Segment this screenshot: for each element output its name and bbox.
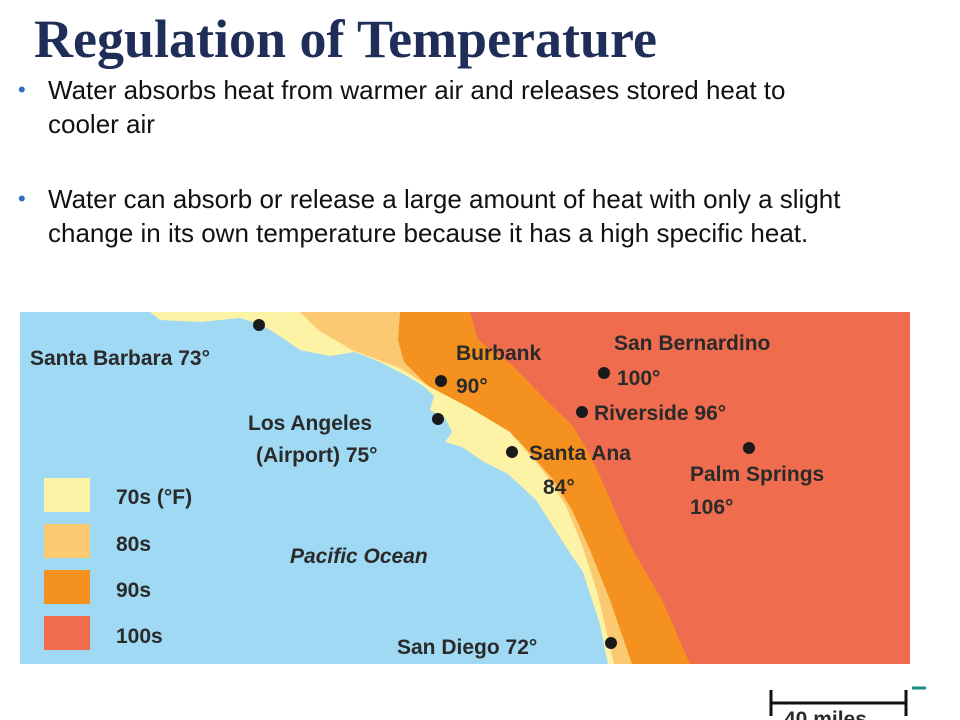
city-label-los-angeles: Los Angeles (248, 412, 372, 435)
bullet-item: • Water absorbs heat from warmer air and… (18, 73, 858, 141)
city-label-riverside: Riverside 96° (594, 402, 726, 425)
pacific-ocean-region (20, 312, 608, 664)
legend-label-70s: 70s (°F) (116, 486, 192, 509)
legend-label-80s: 80s (116, 533, 151, 556)
city-temp-santa-ana: 84° (543, 476, 575, 499)
city-marker-santa-ana (506, 446, 518, 458)
city-marker-los-angeles (432, 413, 444, 425)
scale-bar: 40 miles (769, 686, 926, 720)
city-label-palm-springs: Palm Springs (690, 463, 824, 486)
city-label-santa-barbara: Santa Barbara 73° (30, 347, 210, 370)
city-temp-palm-springs: 106° (690, 496, 733, 519)
legend-swatch-80s (44, 524, 90, 558)
city-marker-palm-springs (743, 442, 755, 454)
city-marker-riverside (576, 406, 588, 418)
legend-label-90s: 90s (116, 579, 151, 602)
legend-swatch-70s (44, 478, 90, 512)
bullet-text: Water absorbs heat from warmer air and r… (48, 75, 786, 139)
city-label-san-bernardino: San Bernardino (614, 332, 770, 355)
map-legend: 70s (°F) 80s 90s 100s (44, 478, 192, 650)
scale-bar-label: 40 miles (784, 708, 867, 720)
bullet-item: • Water can absorb or release a large am… (18, 182, 858, 250)
city-label-san-diego: San Diego 72° (397, 636, 537, 659)
city-marker-burbank (435, 375, 447, 387)
bullet-text: Water can absorb or release a large amou… (48, 184, 841, 248)
city-label-burbank: Burbank (456, 342, 542, 365)
legend-swatch-90s (44, 570, 90, 604)
city-sublabel-los-angeles: (Airport) 75° (256, 444, 378, 467)
city-temp-burbank: 90° (456, 375, 488, 398)
bullet-dot-icon: • (18, 77, 26, 102)
ocean-label: Pacific Ocean (290, 545, 428, 568)
city-marker-san-diego (605, 637, 617, 649)
slide-title: Regulation of Temperature (34, 9, 657, 69)
legend-swatch-100s (44, 616, 90, 650)
city-label-santa-ana: Santa Ana (529, 442, 631, 465)
city-marker-san-bernardino (598, 367, 610, 379)
bullet-dot-icon: • (18, 186, 26, 211)
city-marker-santa-barbara (253, 319, 265, 331)
map-regions (20, 312, 910, 664)
city-temp-san-bernardino: 100° (617, 367, 660, 390)
legend-label-100s: 100s (116, 625, 163, 648)
